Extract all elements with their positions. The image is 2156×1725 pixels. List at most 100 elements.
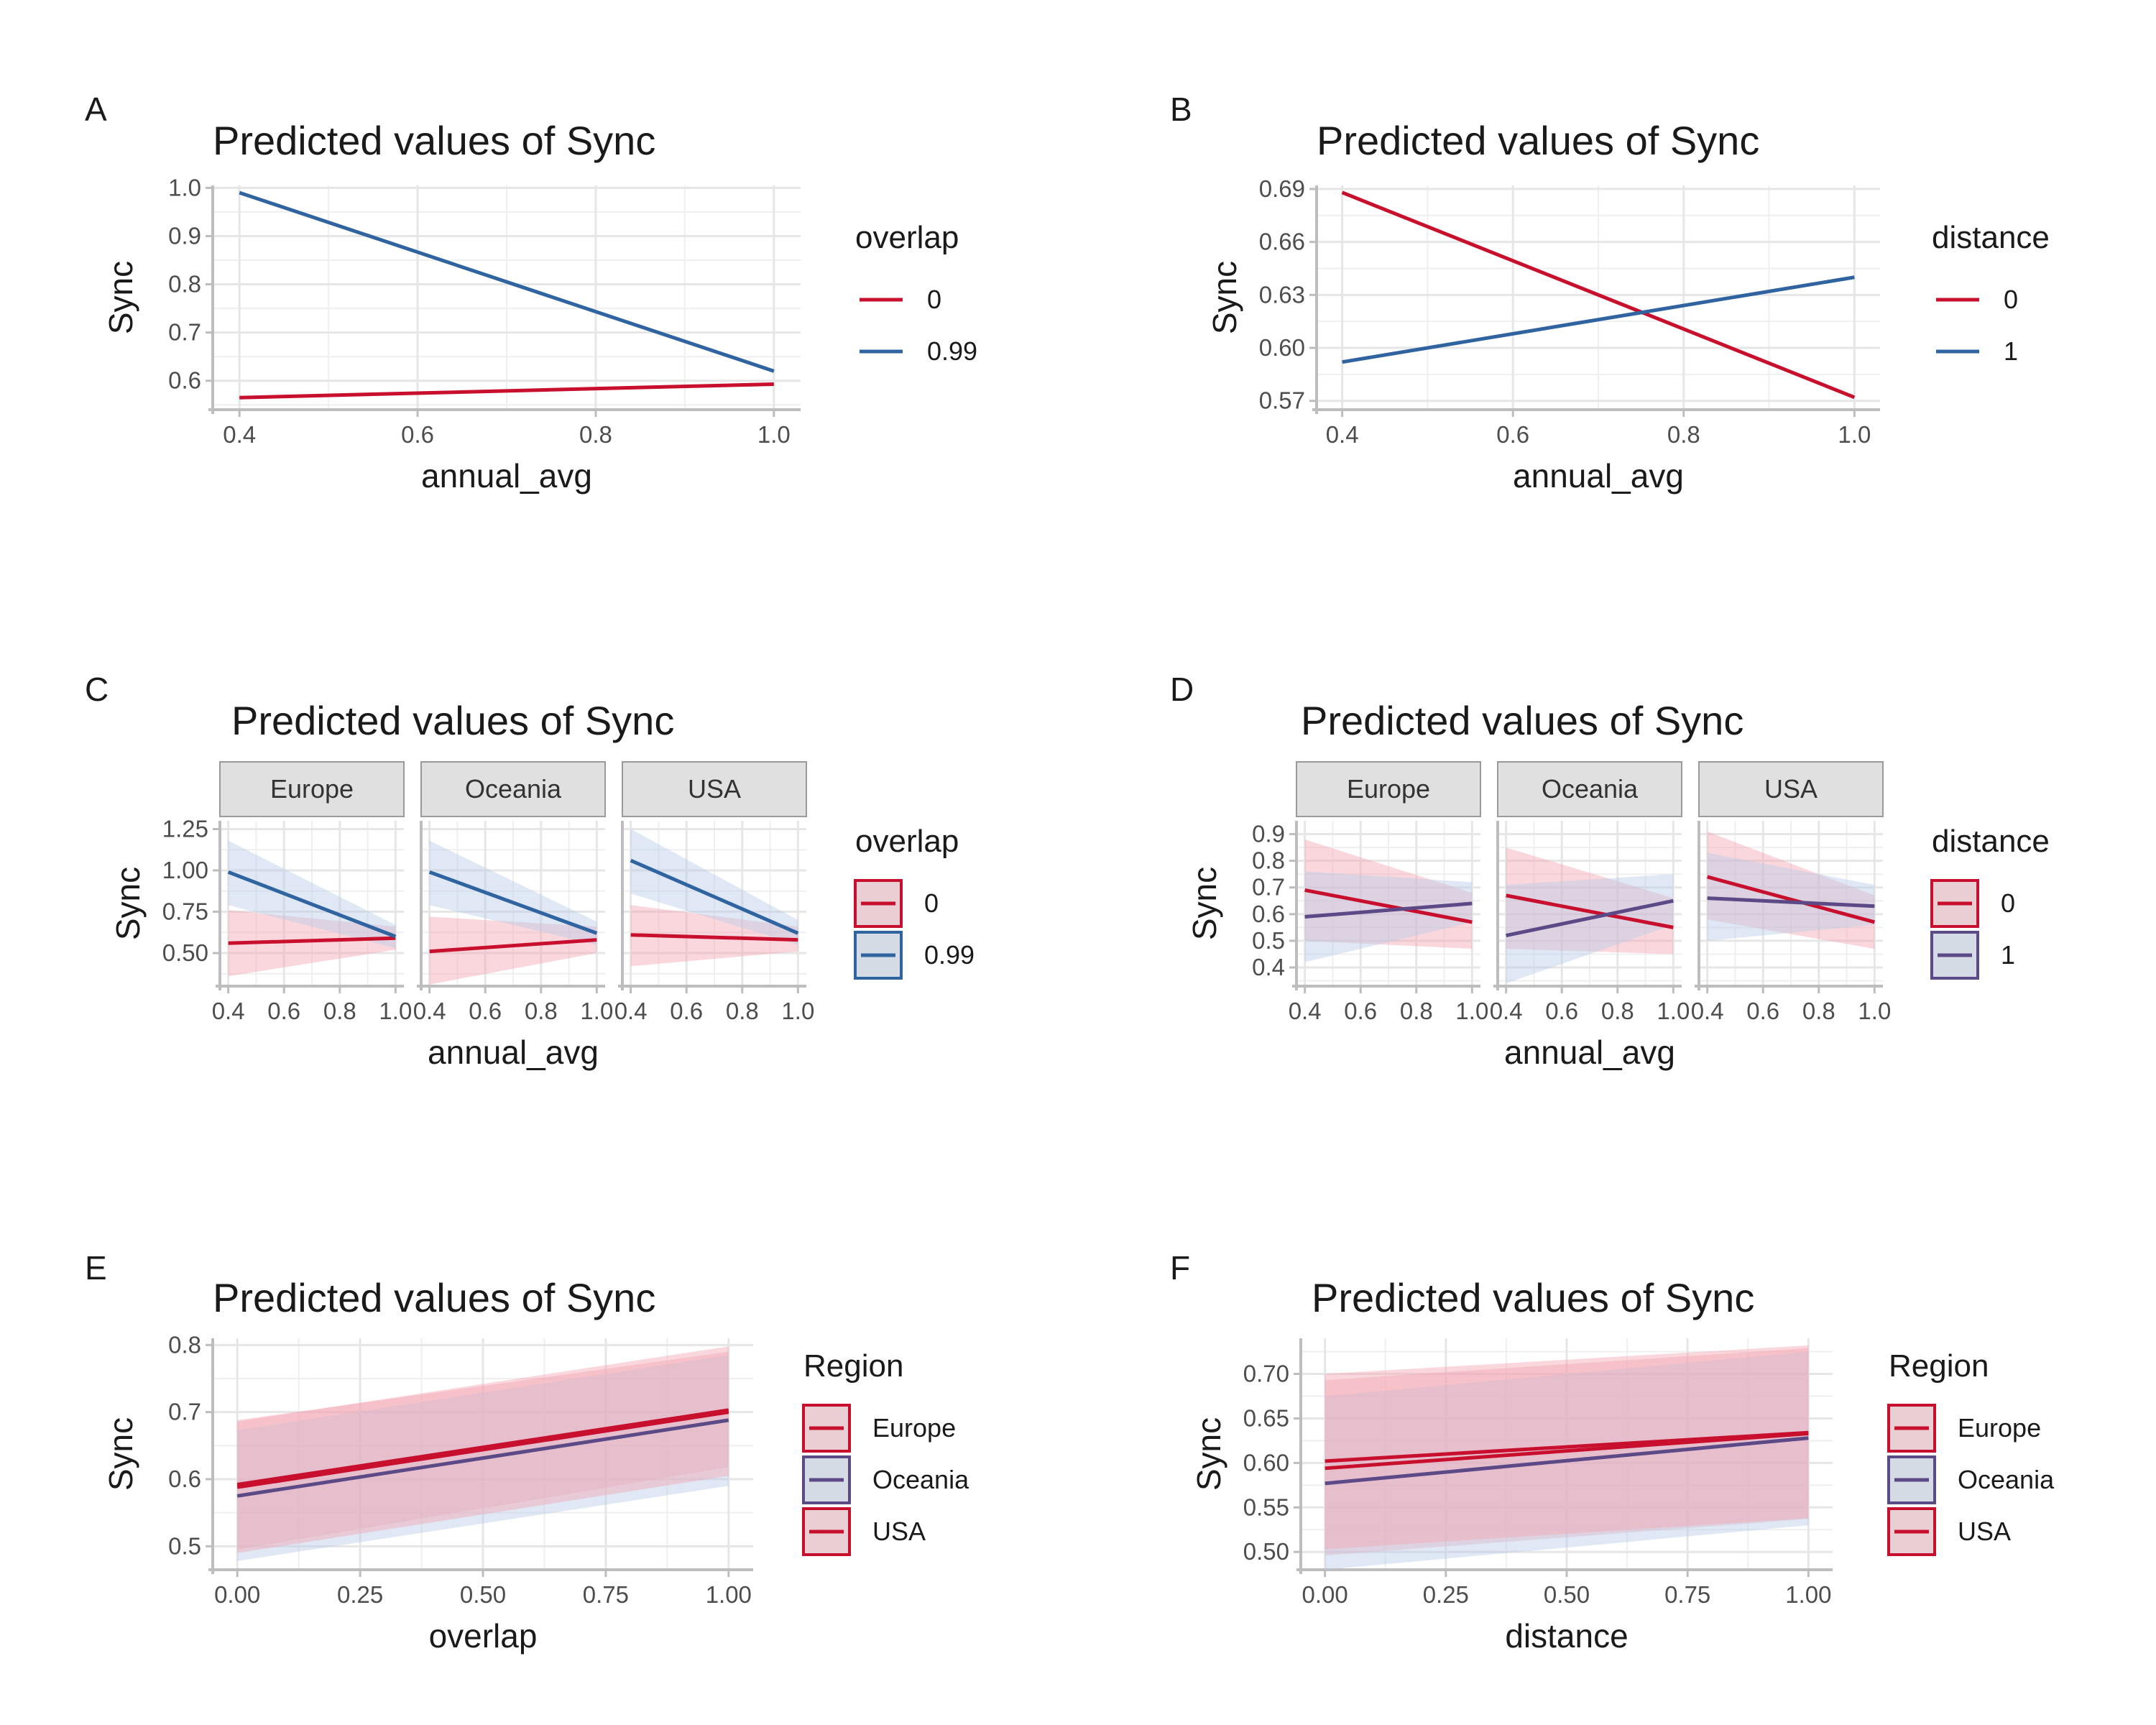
panel-label: E bbox=[85, 1249, 107, 1287]
legend-title: overlap bbox=[855, 824, 959, 859]
panel-label: C bbox=[85, 671, 109, 708]
x-tick-label: 0.00 bbox=[214, 1581, 260, 1608]
x-tick-label: 0.75 bbox=[1664, 1581, 1710, 1608]
chart-title: Predicted values of Sync bbox=[1317, 118, 1759, 163]
x-tick-label: 0.00 bbox=[1302, 1581, 1348, 1608]
series-line bbox=[1325, 1432, 1809, 1471]
legend-label: Oceania bbox=[872, 1465, 969, 1494]
confidence-band bbox=[1304, 839, 1473, 949]
x-tick-label: 1.0 bbox=[1455, 998, 1488, 1024]
series-line bbox=[1506, 898, 1674, 937]
series-line bbox=[1304, 888, 1473, 924]
panel-label: D bbox=[1170, 671, 1194, 708]
panel-label: B bbox=[1170, 91, 1192, 128]
y-tick-label: 0.9 bbox=[168, 222, 201, 249]
chart-title: Predicted values of Sync bbox=[213, 118, 655, 163]
chart-title: Predicted values of Sync bbox=[1301, 698, 1743, 743]
series-line bbox=[428, 870, 598, 935]
facet-strip-label: USA bbox=[1764, 774, 1818, 804]
x-tick-label: 0.25 bbox=[1423, 1581, 1469, 1608]
x-axis-title: annual_avg bbox=[421, 457, 592, 494]
x-tick-label: 0.75 bbox=[583, 1581, 629, 1608]
panel-label: F bbox=[1170, 1249, 1190, 1287]
x-tick-label: 0.8 bbox=[579, 421, 612, 448]
y-tick-label: 0.8 bbox=[168, 271, 201, 298]
legend-label: 0 bbox=[2004, 285, 2018, 314]
x-axis-title: distance bbox=[1505, 1617, 1628, 1655]
series-line bbox=[1341, 190, 1856, 400]
facet-strip-label: Oceania bbox=[1542, 774, 1639, 804]
x-tick-label: 0.4 bbox=[1289, 998, 1322, 1024]
facet-usa: USA 0.4 0.6 0.8 1.0 bbox=[614, 761, 814, 1024]
x-tick-label: 0.4 bbox=[1326, 421, 1359, 448]
facet-strip-label: USA bbox=[688, 774, 741, 804]
x-tick-label: 0.8 bbox=[1601, 998, 1634, 1024]
x-axis-title: annual_avg bbox=[428, 1034, 599, 1071]
y-tick-label: 0.66 bbox=[1259, 229, 1305, 255]
y-tick-label: 0.57 bbox=[1259, 387, 1305, 414]
x-tick-label: 1.00 bbox=[1785, 1581, 1831, 1608]
panel-F: F Predicted values of Sync 0.50 0.55 0.60 0.6… bbox=[1170, 1249, 2055, 1655]
y-axis-title: Sync bbox=[1186, 867, 1223, 940]
legend-label: USA bbox=[1958, 1517, 2011, 1546]
y-tick-label: 0.50 bbox=[1243, 1538, 1289, 1565]
series-line bbox=[1325, 1430, 1809, 1463]
x-tick-label: 0.8 bbox=[1802, 998, 1835, 1024]
legend-title: Region bbox=[803, 1348, 903, 1384]
facet-strip bbox=[1497, 761, 1682, 817]
confidence-band bbox=[1304, 871, 1473, 962]
x-tick-label: 0.6 bbox=[401, 421, 434, 448]
y-tick-label: 0.8 bbox=[168, 1331, 201, 1358]
series-line bbox=[630, 858, 799, 935]
x-tick-label: 1.0 bbox=[1657, 998, 1690, 1024]
y-tick-label: 0.7 bbox=[168, 1399, 201, 1425]
facet-oceania: Oceania 0.4 0.6 0.8 1.0 bbox=[1490, 761, 1690, 1024]
facet-strip-label: Europe bbox=[270, 774, 354, 804]
x-tick-label: 1.0 bbox=[379, 998, 412, 1024]
series-line bbox=[236, 1408, 729, 1486]
series-line bbox=[1706, 875, 1876, 924]
panel-A: A Predicted values of Sync 0.6 0.7 0.8 0.9 1.0… bbox=[85, 91, 977, 494]
panel-label: A bbox=[85, 91, 107, 128]
y-tick-label: 0.5 bbox=[1252, 927, 1285, 954]
series-line bbox=[630, 933, 798, 942]
x-tick-label: 0.6 bbox=[469, 998, 502, 1024]
facet-strip-label: Europe bbox=[1347, 774, 1430, 804]
series-line bbox=[1325, 1436, 1809, 1486]
x-tick-label: 0.8 bbox=[1400, 998, 1433, 1024]
x-tick-label: 0.4 bbox=[212, 998, 245, 1024]
y-tick-label: 1.00 bbox=[162, 857, 208, 883]
y-tick-label: 0.9 bbox=[1252, 821, 1285, 847]
legend-label: Oceania bbox=[1958, 1465, 2055, 1494]
legend-label: 0 bbox=[2001, 888, 2015, 918]
y-tick-label: 0.6 bbox=[168, 367, 201, 394]
y-axis-title: Sync bbox=[102, 1417, 139, 1491]
x-tick-label: 0.4 bbox=[413, 998, 446, 1024]
y-tick-label: 0.6 bbox=[1252, 901, 1285, 927]
legend-title: distance bbox=[1932, 824, 2050, 859]
y-tick-label: 0.8 bbox=[1252, 847, 1285, 874]
facet-strip bbox=[622, 761, 807, 817]
x-tick-label: 1.0 bbox=[781, 998, 814, 1024]
x-tick-label: 0.6 bbox=[1344, 998, 1377, 1024]
confidence-band bbox=[1707, 831, 1875, 949]
chart-title: Predicted values of Sync bbox=[1312, 1275, 1754, 1320]
series-line bbox=[429, 938, 597, 954]
confidence-band bbox=[1506, 874, 1674, 984]
series-line bbox=[239, 190, 775, 373]
y-tick-label: 0.50 bbox=[162, 939, 208, 966]
series-line bbox=[1342, 275, 1855, 364]
x-tick-label: 0.6 bbox=[267, 998, 300, 1024]
legend-title: overlap bbox=[855, 220, 959, 255]
series-line bbox=[1506, 893, 1674, 929]
legend-label: 0.99 bbox=[927, 336, 977, 366]
series-line bbox=[239, 382, 774, 400]
facet-strip bbox=[420, 761, 606, 817]
x-axis-title: annual_avg bbox=[1504, 1034, 1675, 1071]
y-tick-label: 0.75 bbox=[162, 898, 208, 925]
series-line bbox=[236, 1418, 729, 1498]
y-tick-label: 0.70 bbox=[1243, 1361, 1289, 1387]
legend-label: 0 bbox=[924, 888, 939, 918]
